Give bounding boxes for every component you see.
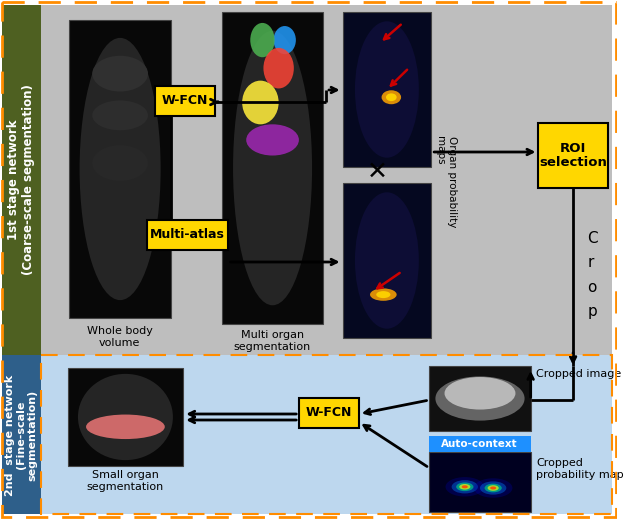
Bar bbox=[40, 355, 612, 514]
Bar bbox=[147, 220, 228, 250]
Bar bbox=[68, 368, 183, 466]
Ellipse shape bbox=[456, 483, 474, 491]
Ellipse shape bbox=[78, 374, 173, 460]
Text: Cropped image: Cropped image bbox=[536, 369, 621, 379]
Text: C
r
o
p: C r o p bbox=[588, 230, 598, 319]
Text: ✕: ✕ bbox=[367, 160, 388, 184]
Text: Small organ
segmentation: Small organ segmentation bbox=[87, 470, 164, 491]
Ellipse shape bbox=[460, 484, 470, 489]
Bar bbox=[342, 183, 431, 338]
Ellipse shape bbox=[246, 125, 299, 156]
Text: Multi-atlas: Multi-atlas bbox=[150, 228, 225, 241]
Bar bbox=[429, 452, 531, 512]
Ellipse shape bbox=[490, 486, 496, 489]
Text: Organ probability
maps: Organ probability maps bbox=[435, 136, 457, 228]
Bar bbox=[429, 366, 531, 431]
Bar bbox=[40, 355, 612, 514]
Ellipse shape bbox=[376, 291, 390, 298]
Bar bbox=[70, 20, 171, 318]
Ellipse shape bbox=[480, 481, 506, 495]
Bar bbox=[40, 5, 612, 355]
Ellipse shape bbox=[242, 80, 278, 125]
Ellipse shape bbox=[445, 477, 484, 497]
Bar bbox=[342, 12, 431, 167]
Ellipse shape bbox=[79, 38, 161, 300]
Bar bbox=[538, 123, 608, 188]
Ellipse shape bbox=[488, 485, 499, 491]
Text: Cropped
probability map: Cropped probability map bbox=[536, 458, 624, 480]
Ellipse shape bbox=[92, 145, 148, 181]
Ellipse shape bbox=[435, 376, 525, 420]
Ellipse shape bbox=[355, 21, 419, 158]
Text: W-FCN: W-FCN bbox=[306, 406, 352, 419]
Text: W-FCN: W-FCN bbox=[162, 94, 209, 107]
Ellipse shape bbox=[386, 93, 397, 101]
Ellipse shape bbox=[474, 479, 513, 498]
Bar bbox=[156, 86, 215, 116]
Ellipse shape bbox=[92, 101, 148, 130]
Text: Auto-context: Auto-context bbox=[441, 439, 518, 449]
Bar bbox=[2, 5, 40, 355]
Ellipse shape bbox=[484, 484, 502, 493]
Bar bbox=[299, 398, 359, 428]
Ellipse shape bbox=[233, 31, 312, 305]
Text: 1st stage network
(Coarse-scale segmentation): 1st stage network (Coarse-scale segmenta… bbox=[7, 85, 35, 276]
Ellipse shape bbox=[461, 485, 468, 488]
Ellipse shape bbox=[445, 377, 515, 409]
Bar bbox=[222, 12, 323, 324]
Bar bbox=[2, 355, 40, 514]
Ellipse shape bbox=[452, 480, 478, 494]
Ellipse shape bbox=[250, 23, 275, 57]
Ellipse shape bbox=[355, 193, 419, 329]
Text: Multi organ
segmentation: Multi organ segmentation bbox=[234, 330, 310, 351]
Text: 2nd  stage network
(Fine-scale
segmentation): 2nd stage network (Fine-scale segmentati… bbox=[4, 374, 38, 496]
Bar bbox=[429, 436, 531, 452]
Ellipse shape bbox=[92, 56, 148, 91]
Text: ROI
selection: ROI selection bbox=[539, 142, 607, 170]
Ellipse shape bbox=[264, 48, 294, 88]
Ellipse shape bbox=[273, 26, 296, 54]
Ellipse shape bbox=[381, 90, 401, 104]
Ellipse shape bbox=[86, 415, 164, 439]
Text: Whole body
volume: Whole body volume bbox=[86, 326, 152, 348]
Ellipse shape bbox=[370, 289, 397, 301]
Ellipse shape bbox=[92, 199, 148, 228]
